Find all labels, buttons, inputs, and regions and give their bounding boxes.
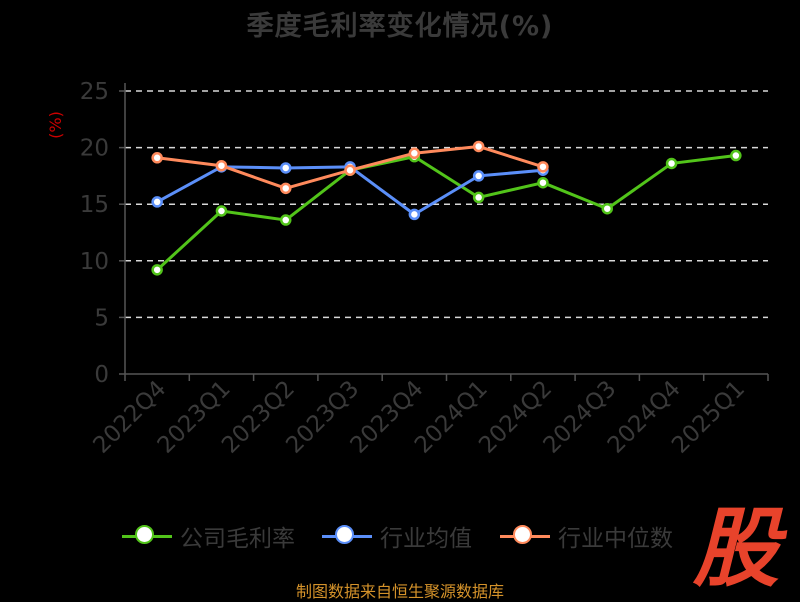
legend-item-company[interactable]: 公司毛利率 bbox=[122, 516, 295, 556]
y-tick-label: 0 bbox=[94, 362, 109, 388]
data-point bbox=[280, 162, 292, 174]
data-point bbox=[472, 140, 485, 153]
data-point bbox=[344, 164, 356, 176]
y-tick-label: 10 bbox=[80, 249, 109, 275]
watermark-glyph: 股 bbox=[692, 499, 788, 592]
legend-line-icon bbox=[500, 524, 550, 544]
data-point bbox=[665, 157, 678, 170]
data-point bbox=[215, 159, 228, 172]
legend-marker-icon bbox=[135, 524, 154, 544]
data-point bbox=[472, 170, 485, 182]
legend: 公司毛利率 行业均值 行业中位数 bbox=[0, 516, 700, 556]
y-tick-label: 5 bbox=[94, 305, 109, 331]
data-point bbox=[537, 161, 549, 173]
data-point bbox=[151, 264, 163, 276]
chart-title: 季度毛利率变化情况(%) bbox=[246, 11, 554, 42]
y-tick-label: 25 bbox=[80, 79, 109, 105]
data-point bbox=[151, 152, 163, 164]
legend-label: 行业均值 bbox=[380, 526, 472, 552]
data-point bbox=[408, 208, 421, 221]
legend-label: 公司毛利率 bbox=[180, 526, 295, 552]
data-point bbox=[537, 176, 549, 189]
legend-line-icon bbox=[322, 524, 372, 544]
data-point bbox=[215, 205, 228, 217]
legend-marker-icon bbox=[513, 524, 532, 544]
legend-item-industry-average[interactable]: 行业均值 bbox=[322, 516, 472, 556]
data-point bbox=[280, 182, 292, 195]
data-point bbox=[730, 149, 742, 162]
data-point bbox=[601, 202, 613, 215]
data-point bbox=[151, 196, 163, 208]
series-layer bbox=[151, 140, 742, 276]
y-tick-label: 15 bbox=[80, 192, 109, 218]
grid-layer bbox=[125, 90, 768, 319]
legend-item-industry-median[interactable]: 行业中位数 bbox=[500, 516, 673, 556]
axis-layer: 05101520252022Q42023Q12023Q22023Q32023Q4… bbox=[80, 79, 769, 459]
data-point bbox=[472, 191, 485, 204]
y-tick-label: 20 bbox=[80, 136, 109, 162]
data-source-note: 制图数据来自恒生聚源数据库 bbox=[295, 582, 504, 601]
series-line bbox=[156, 154, 737, 271]
legend-label: 行业中位数 bbox=[558, 526, 673, 552]
data-point bbox=[280, 214, 292, 226]
legend-marker-icon bbox=[335, 524, 354, 544]
y-axis-label: (%) bbox=[46, 111, 65, 139]
watermark-logo-icon: 股 bbox=[692, 499, 788, 592]
data-point bbox=[408, 147, 421, 160]
legend-line-icon bbox=[122, 524, 172, 544]
